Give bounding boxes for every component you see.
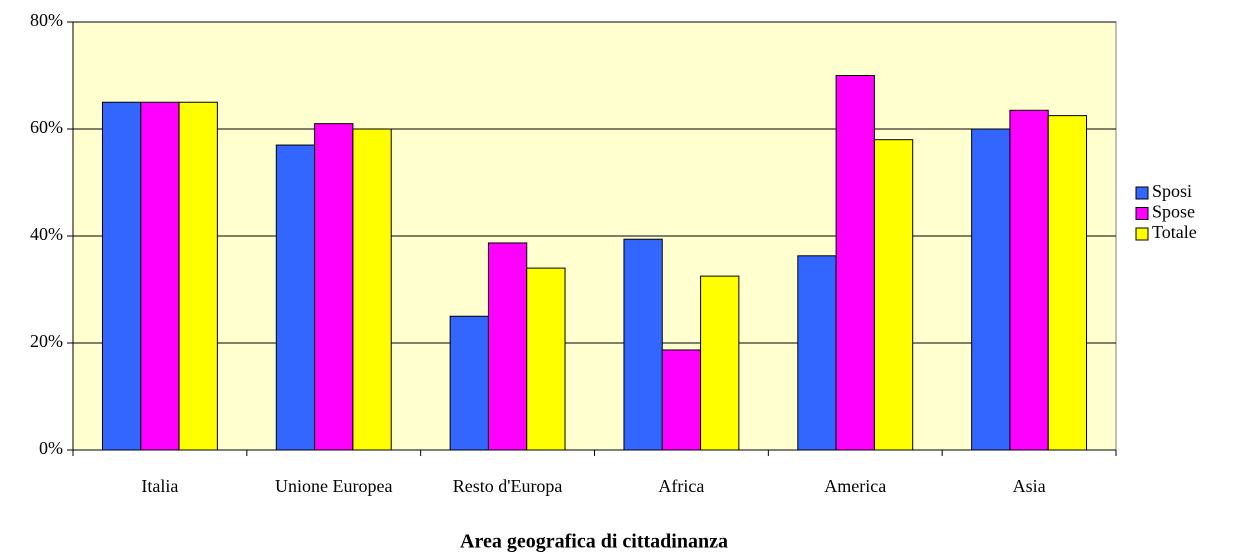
y-tick-label: 0%: [39, 438, 63, 458]
bar: [352, 128, 392, 451]
bar: [140, 101, 180, 451]
y-tick-label: 20%: [30, 331, 63, 351]
x-axis-title: Area geografica di cittadinanza: [460, 531, 728, 553]
bar: [623, 238, 663, 451]
x-tick-label: Italia: [141, 476, 178, 496]
legend-swatch: [1135, 207, 1149, 220]
bar: [971, 128, 1011, 451]
bar: [797, 255, 837, 451]
y-tick-label: 80%: [30, 10, 63, 30]
x-tick-label: America: [824, 476, 886, 496]
x-tick-label: Asia: [1013, 476, 1046, 496]
x-tick-label: Unione Europea: [275, 476, 392, 496]
x-tick-label: Africa: [658, 476, 704, 496]
bar: [1047, 115, 1088, 451]
legend-label: Sposi: [1152, 181, 1192, 201]
bar: [487, 242, 528, 451]
bar: [314, 123, 354, 451]
legend-label: Spose: [1152, 202, 1195, 222]
bar: [1009, 109, 1049, 451]
bar: [661, 349, 702, 451]
bar: [526, 267, 566, 451]
bar: [835, 75, 875, 451]
bar: [275, 144, 316, 451]
bar: [700, 275, 740, 451]
legend-swatch: [1135, 227, 1149, 241]
y-tick-label: 60%: [30, 117, 63, 137]
bar: [178, 101, 218, 451]
bar: [449, 315, 489, 451]
bar: [873, 139, 914, 451]
bar: [101, 101, 142, 451]
y-tick-label: 40%: [30, 224, 63, 244]
legend-label: Totale: [1152, 222, 1197, 242]
legend-swatch: [1135, 186, 1149, 200]
x-tick-label: Resto d'Europa: [453, 476, 563, 496]
